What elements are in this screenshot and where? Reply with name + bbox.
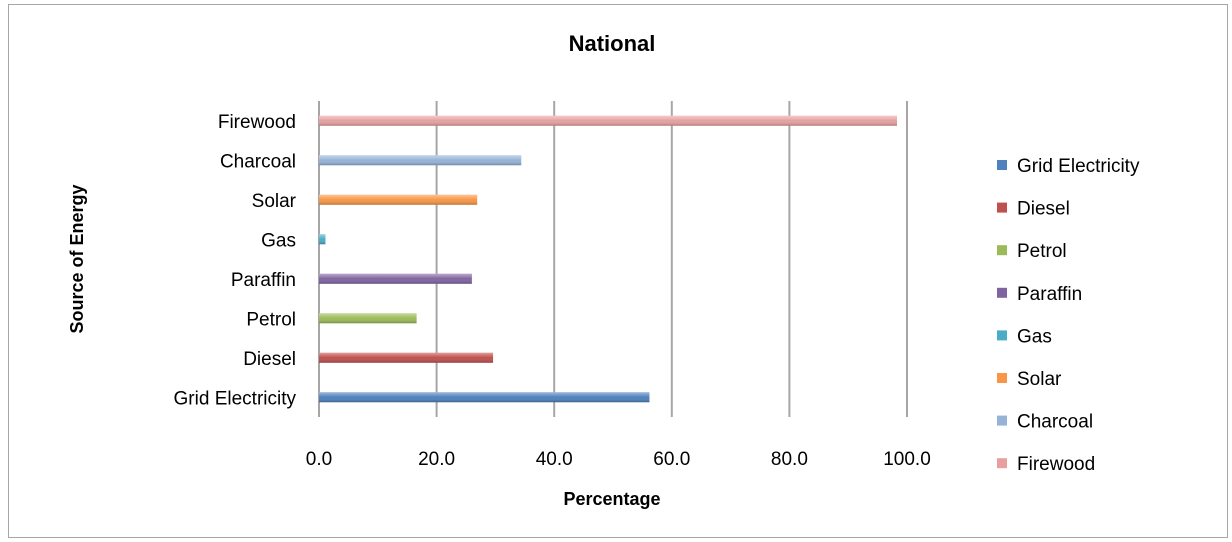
- bar-shade: [319, 155, 522, 166]
- gridlines: [318, 101, 908, 417]
- x-tick-label: 0.0: [306, 449, 332, 470]
- legend-swatch: [997, 245, 1007, 256]
- legend-swatch: [997, 287, 1007, 298]
- category-label: Gas: [261, 230, 296, 251]
- legend: Grid Electricity Diesel Petrol Paraffin Gas S…: [997, 156, 1140, 475]
- legend-swatch: [997, 415, 1007, 426]
- legend-label: Grid Electricity: [1017, 156, 1140, 177]
- category-label: Grid Electricity: [174, 388, 297, 409]
- x-tick-label: 100.0: [883, 449, 931, 470]
- bar-shade: [319, 313, 417, 324]
- legend-swatch: [997, 160, 1007, 170]
- bar-shade: [319, 392, 650, 403]
- category-label: Paraffin: [231, 270, 296, 291]
- bar-shade: [319, 194, 478, 205]
- bar-shade: [319, 273, 472, 284]
- legend-swatch: [997, 202, 1007, 213]
- legend-label: Gas: [1017, 326, 1052, 347]
- chart-frame: National Grid Electricity Diesel Petrol Par…: [8, 4, 1228, 538]
- legend-swatch: [997, 373, 1007, 383]
- legend-label: Diesel: [1017, 199, 1070, 220]
- category-label: Charcoal: [220, 151, 296, 172]
- x-tick-label: 60.0: [653, 449, 690, 470]
- bar-shade: [319, 352, 494, 363]
- legend-swatch: [997, 458, 1007, 469]
- category-labels: Grid Electricity Diesel Petrol Paraffin Gas S…: [174, 112, 297, 410]
- chart-title: National: [569, 31, 656, 56]
- category-label: Diesel: [243, 349, 296, 370]
- legend-label: Solar: [1017, 369, 1062, 390]
- bar-shade: [319, 115, 898, 126]
- legend-label: Charcoal: [1017, 412, 1093, 433]
- x-tick-label: 80.0: [771, 449, 808, 470]
- legend-label: Paraffin: [1017, 284, 1082, 305]
- chart-svg: National Grid Electricity Diesel Petrol Par…: [67, 31, 1140, 509]
- legend-swatch: [997, 330, 1007, 341]
- bars: [319, 115, 898, 403]
- category-label: Petrol: [246, 309, 296, 330]
- x-axis-title: Percentage: [563, 489, 660, 509]
- y-axis-title: Source of Energy: [67, 184, 87, 333]
- category-label: Firewood: [218, 112, 296, 133]
- tick-labels: 0.0 20.0 40.0 60.0 80.0 100.0: [306, 449, 931, 470]
- bar-shade: [319, 234, 326, 245]
- legend-label: Petrol: [1017, 241, 1067, 262]
- x-tick-label: 20.0: [418, 449, 455, 470]
- x-tick-label: 40.0: [536, 449, 573, 470]
- legend-label: Firewood: [1017, 454, 1095, 475]
- category-label: Solar: [252, 191, 297, 212]
